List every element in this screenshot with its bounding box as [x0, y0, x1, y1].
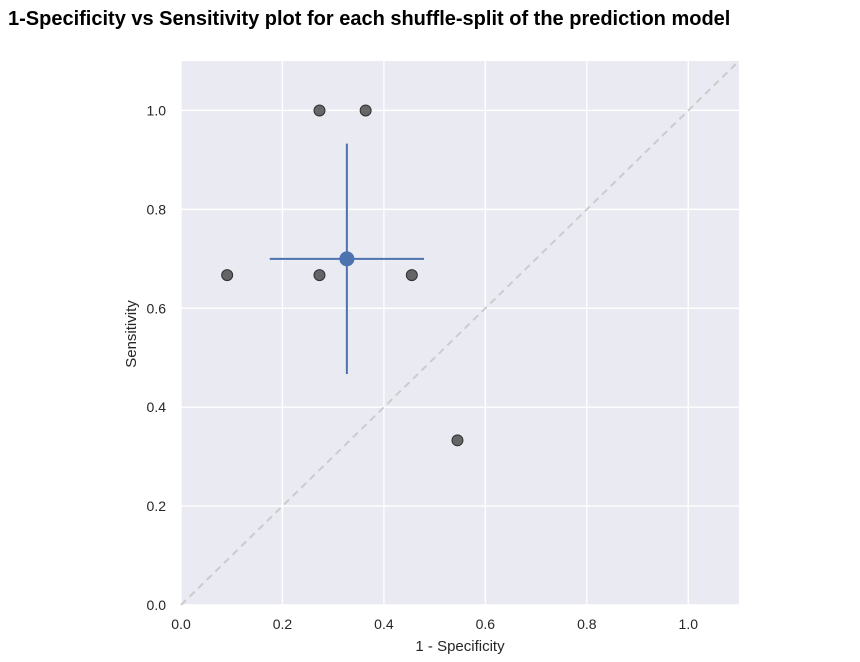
split-point	[313, 269, 326, 282]
y-tick-label: 0.4	[147, 399, 167, 415]
y-tick-label: 0.0	[147, 597, 167, 613]
x-tick-label: 0.0	[171, 616, 191, 632]
x-tick-label: 0.6	[476, 616, 496, 632]
x-tick-label: 1.0	[679, 616, 699, 632]
mean-point-with-error-bars	[269, 143, 424, 375]
y-axis-label: Sensitivity	[123, 300, 140, 368]
grid-lines	[180, 61, 739, 606]
x-axis-label: 1 - Specificity	[415, 638, 505, 655]
split-points	[221, 104, 464, 447]
y-tick-label: 0.2	[147, 498, 167, 514]
split-point	[405, 269, 418, 282]
mean-point	[339, 251, 355, 267]
split-point	[451, 434, 464, 447]
y-tick-label: 0.8	[147, 201, 167, 217]
diagonal-reference-line	[180, 60, 740, 606]
y-tick-label: 1.0	[147, 102, 167, 118]
chart-title: 1-Specificity vs Sensitivity plot for ea…	[8, 8, 731, 30]
x-tick-label: 0.2	[273, 616, 293, 632]
x-tick-label: 0.4	[374, 616, 394, 632]
split-point	[221, 269, 234, 282]
y-axis-tick-labels: 0.0 0.2 0.4 0.6 0.8 1.0	[147, 102, 167, 613]
split-point	[313, 104, 326, 117]
x-axis-tick-labels: 0.0 0.2 0.4 0.6 0.8 1.0	[171, 616, 698, 632]
split-point	[359, 104, 372, 117]
x-tick-label: 0.8	[577, 616, 597, 632]
y-tick-label: 0.6	[147, 300, 167, 316]
